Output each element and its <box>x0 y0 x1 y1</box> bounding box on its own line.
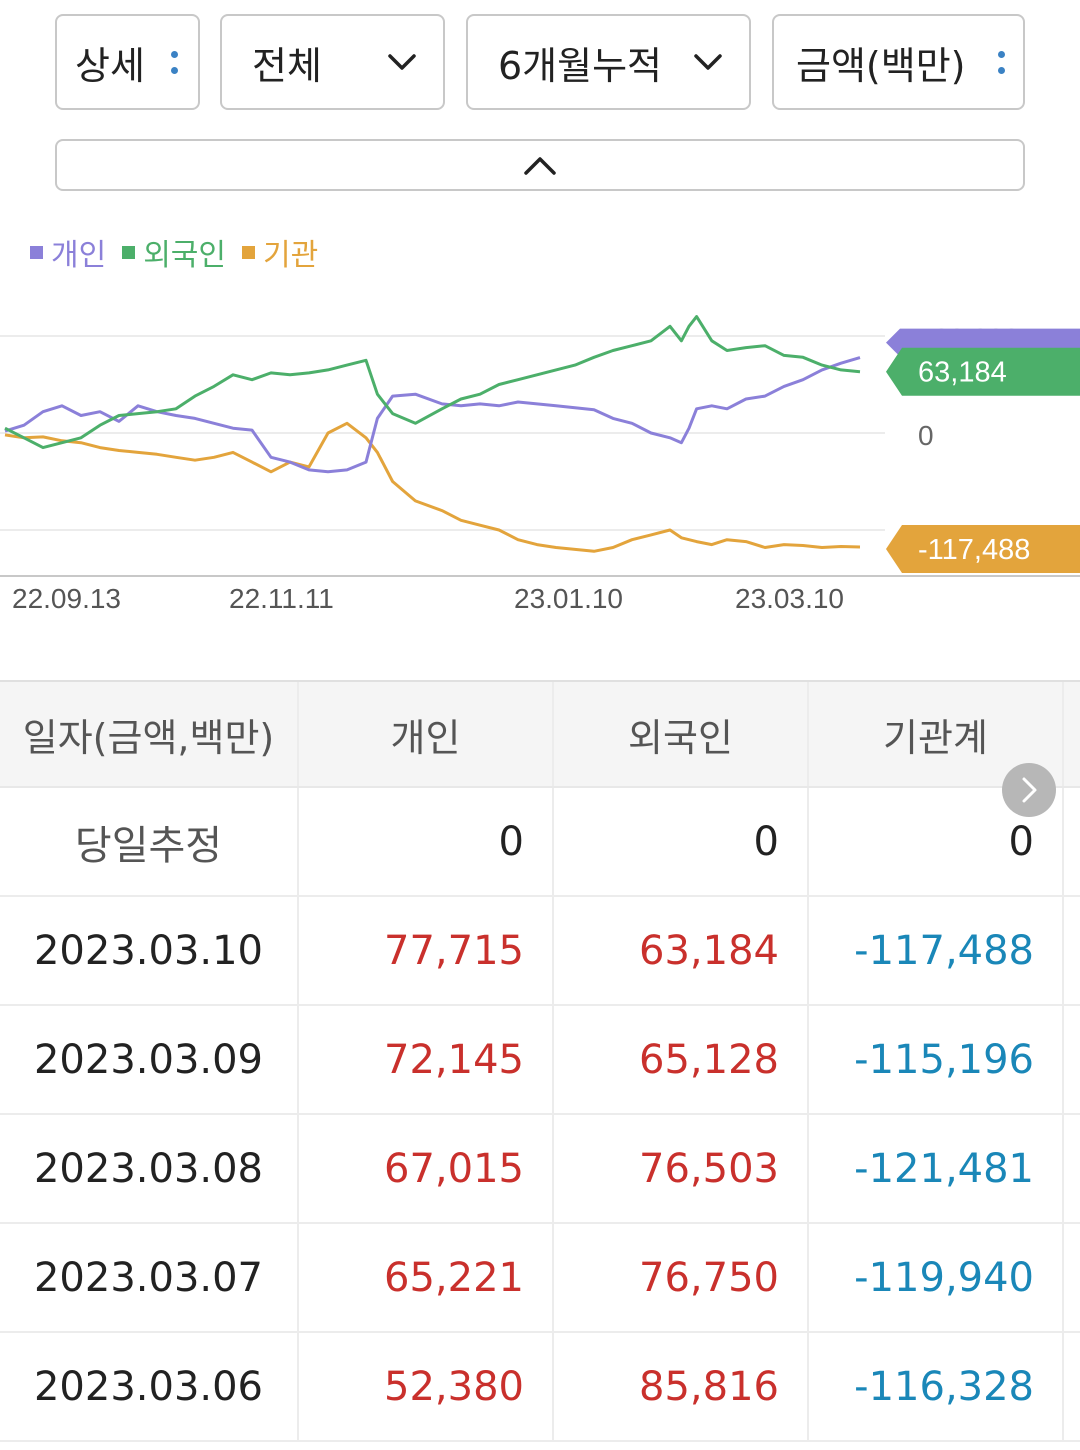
individual-value: 67,015 <box>299 1115 554 1222</box>
chevron-up-icon <box>524 157 556 175</box>
x-tick-label: 23.01.10 <box>514 583 623 614</box>
date-cell: 2023.03.06 <box>0 1333 299 1440</box>
table-row: 2023.03.06 52,380 85,816 -116,328 <box>0 1333 1080 1442</box>
detail-label: 상세 <box>75 43 145 88</box>
header-individual: 개인 <box>299 682 554 786</box>
unit-menu-button[interactable]: 금액(백만) <box>772 14 1025 110</box>
individual-value: 0 <box>299 788 554 895</box>
row-overflow <box>1064 1006 1080 1113</box>
period-select[interactable]: 6개월누적 <box>466 14 751 110</box>
date-cell: 2023.03.10 <box>0 897 299 1004</box>
series-line-1 <box>4 315 861 450</box>
legend-label: 기관 <box>263 238 319 273</box>
legend-swatch <box>242 245 256 259</box>
series-line-2 <box>4 421 861 553</box>
row-overflow <box>1064 1115 1080 1222</box>
foreign-value: 65,128 <box>554 1006 809 1113</box>
table-row-today: 당일추정 0 0 0 <box>0 788 1080 897</box>
legend-item-individual[interactable]: 개인 <box>30 230 106 274</box>
institution-value: -121,481 <box>809 1115 1064 1222</box>
investor-table: 일자(금액,백만) 개인 외국인 기관계 당일추정 0 0 0 2023.03.… <box>0 680 1080 1442</box>
x-tick-label: 23.03.10 <box>735 583 844 614</box>
legend-swatch <box>30 245 43 259</box>
individual-value: 77,715 <box>299 897 554 1004</box>
end-label-text: 63,184 <box>918 357 1007 389</box>
foreign-value: 76,750 <box>554 1224 809 1331</box>
kebab-icon <box>171 50 178 74</box>
x-tick-label: 22.09.13 <box>12 583 121 614</box>
legend-label: 개인 <box>51 238 107 273</box>
chevron-down-icon <box>388 54 416 70</box>
market-select[interactable]: 전체 <box>220 14 445 110</box>
table-row: 2023.03.10 77,715 63,184 -117,488 <box>0 897 1080 1006</box>
date-cell: 2023.03.08 <box>0 1115 299 1222</box>
end-label-flag: -117,488 <box>886 524 1080 573</box>
row-overflow <box>1064 788 1080 895</box>
table-row: 2023.03.08 67,015 76,503 -121,481 <box>0 1115 1080 1224</box>
row-overflow <box>1064 1333 1080 1440</box>
unit-label: 금액(백만) <box>796 43 966 88</box>
individual-value: 52,380 <box>299 1333 554 1440</box>
foreign-value: 76,503 <box>554 1115 809 1222</box>
scroll-right-button[interactable] <box>1002 763 1056 817</box>
chevron-right-icon <box>1022 777 1037 803</box>
institution-value: 0 <box>809 788 1064 895</box>
header-overflow <box>1064 682 1080 786</box>
institution-value: -116,328 <box>809 1333 1064 1440</box>
chevron-down-icon <box>694 54 722 70</box>
header-date: 일자(금액,백만) <box>0 682 299 786</box>
legend-item-foreign[interactable]: 외국인 <box>122 230 226 274</box>
series-line-0 <box>4 356 861 474</box>
market-select-value: 전체 <box>252 43 322 88</box>
institution-value: -115,196 <box>809 1006 1064 1113</box>
individual-value: 72,145 <box>299 1006 554 1113</box>
table-row: 2023.03.09 72,145 65,128 -115,196 <box>0 1006 1080 1115</box>
chart-legend: 개인 외국인 기관 <box>30 230 318 274</box>
foreign-value: 85,816 <box>554 1333 809 1440</box>
institution-value: -117,488 <box>809 897 1064 1004</box>
date-cell: 2023.03.07 <box>0 1224 299 1331</box>
collapse-filters-button[interactable] <box>55 139 1025 191</box>
institution-value: -119,940 <box>809 1224 1064 1331</box>
foreign-value: 0 <box>554 788 809 895</box>
y-tick-label: 0 <box>918 420 934 451</box>
individual-value: 65,221 <box>299 1224 554 1331</box>
detail-menu-button[interactable]: 상세 <box>55 14 200 110</box>
x-tick-label: 22.11.11 <box>229 583 334 614</box>
today-label: 당일추정 <box>0 788 299 895</box>
end-label-text: -117,488 <box>918 534 1030 566</box>
table-row: 2023.03.07 65,221 76,750 -119,940 <box>0 1224 1080 1333</box>
table-header-row: 일자(금액,백만) 개인 외국인 기관계 <box>0 680 1080 788</box>
row-overflow <box>1064 1224 1080 1331</box>
header-foreign: 외국인 <box>554 682 809 786</box>
kebab-icon <box>998 50 1005 74</box>
foreign-value: 63,184 <box>554 897 809 1004</box>
investor-trend-chart: 100,000022.09.1322.11.1123.01.1023.03.10… <box>0 315 1080 614</box>
end-label-flag: 63,184 <box>886 347 1080 396</box>
date-cell: 2023.03.09 <box>0 1006 299 1113</box>
legend-label: 외국인 <box>143 238 227 273</box>
legend-swatch <box>122 245 136 259</box>
period-select-value: 6개월누적 <box>498 43 663 88</box>
header-institution: 기관계 <box>809 682 1064 786</box>
row-overflow <box>1064 897 1080 1004</box>
legend-item-institution[interactable]: 기관 <box>242 230 318 274</box>
